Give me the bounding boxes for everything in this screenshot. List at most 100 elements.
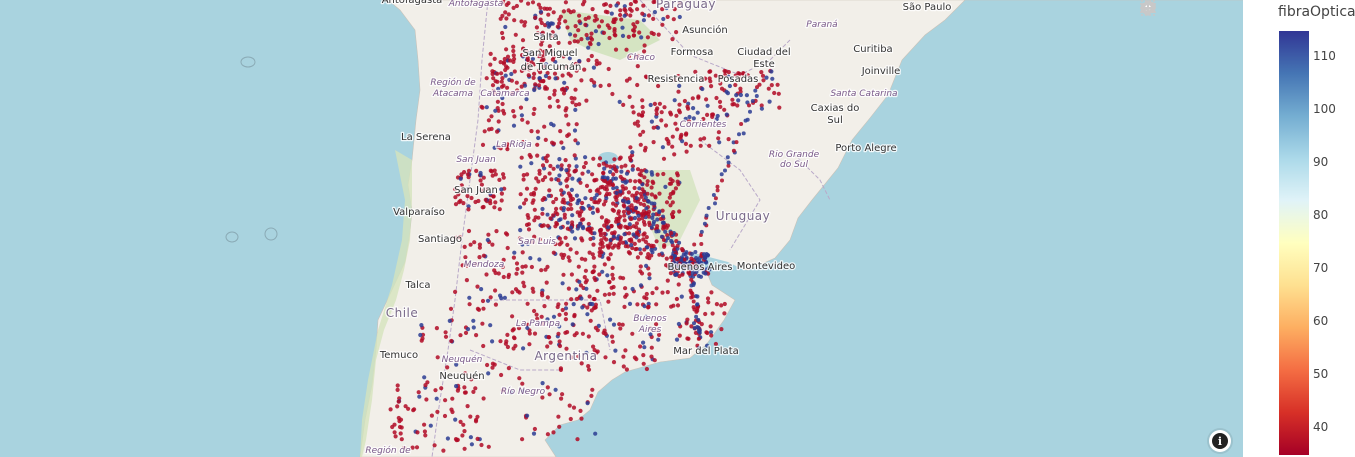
map-area[interactable]: Antofagasta Antofagasta Paraguay Paraná São … [0,0,1243,457]
data-point [702,256,708,261]
data-point [522,201,527,206]
place-label: do Sul [780,160,808,170]
place-label: de Tucumán [521,61,582,73]
place-label: Salta [533,32,558,43]
data-point [738,86,743,91]
data-point [637,247,642,252]
data-point [490,242,495,247]
data-point [590,172,595,177]
data-point [641,18,647,23]
data-point [525,63,530,68]
data-point [481,175,486,180]
data-point [626,34,631,40]
data-point [702,136,707,141]
data-point [611,322,617,327]
data-point [540,381,545,386]
data-point [530,56,536,62]
data-point [493,91,498,96]
data-point [466,168,472,173]
data-point [621,187,626,192]
data-point [480,321,485,326]
data-point [748,109,752,114]
data-point [435,355,440,360]
data-point [700,86,705,92]
data-point [646,252,651,257]
data-point [461,201,466,206]
data-point [662,105,667,110]
data-point [497,177,502,182]
data-point [677,102,682,107]
data-point [495,106,500,111]
data-point [416,390,421,395]
data-point [449,407,454,412]
data-point [592,178,597,183]
data-point [618,8,623,13]
data-point [626,250,632,255]
data-point [713,341,719,347]
data-point [669,238,674,243]
data-point [531,431,537,436]
data-point [731,140,736,145]
chaco-green [560,10,660,60]
data-point [659,110,664,115]
data-point [584,278,589,283]
lasso-icon[interactable] [1142,0,1243,18]
data-point [682,98,688,104]
data-point [601,161,606,166]
data-point [722,311,727,316]
data-point [578,180,583,185]
data-point [486,444,491,449]
data-point [622,218,627,223]
data-point [537,168,542,173]
data-point [733,82,738,88]
map-canvas[interactable]: Antofagasta Antofagasta Paraguay Paraná São … [0,0,1243,457]
modebar [1140,0,1243,18]
data-point [449,338,454,344]
info-button[interactable]: i [1209,430,1231,452]
place-label: Buenos [633,314,667,324]
data-point [547,188,552,193]
data-point [637,238,642,243]
data-point [665,14,670,19]
place-label: Región de [365,445,411,456]
data-point [583,196,588,201]
data-point [684,264,689,269]
data-point [638,142,643,147]
data-point [463,330,469,335]
data-point [530,240,536,245]
place-label: Paraná [806,20,838,30]
data-point [458,176,463,181]
data-point [667,195,672,200]
data-point [480,205,485,210]
data-point [645,245,650,250]
data-point [589,393,594,398]
data-point [701,116,706,122]
data-point [481,306,486,311]
box-select-icon[interactable] [1140,0,1224,18]
data-point [583,16,588,22]
data-point [670,214,676,219]
data-point [589,308,594,313]
data-point [533,82,538,87]
data-point [562,80,567,85]
data-point [575,437,580,442]
data-point [635,82,640,88]
data-point [551,141,557,146]
data-point [641,237,646,242]
data-point [683,132,689,137]
data-point [665,290,670,295]
data-point [663,123,669,128]
data-point [492,56,497,62]
data-point [521,388,526,393]
data-point [522,67,528,72]
data-point [672,98,677,103]
data-point [597,156,603,161]
data-point [465,327,471,332]
data-point [543,155,548,161]
data-point [584,32,589,38]
data-point [547,171,552,176]
data-point [511,109,516,114]
data-point [570,213,575,218]
pan-icon[interactable] [1140,0,1194,18]
data-point [690,262,695,267]
